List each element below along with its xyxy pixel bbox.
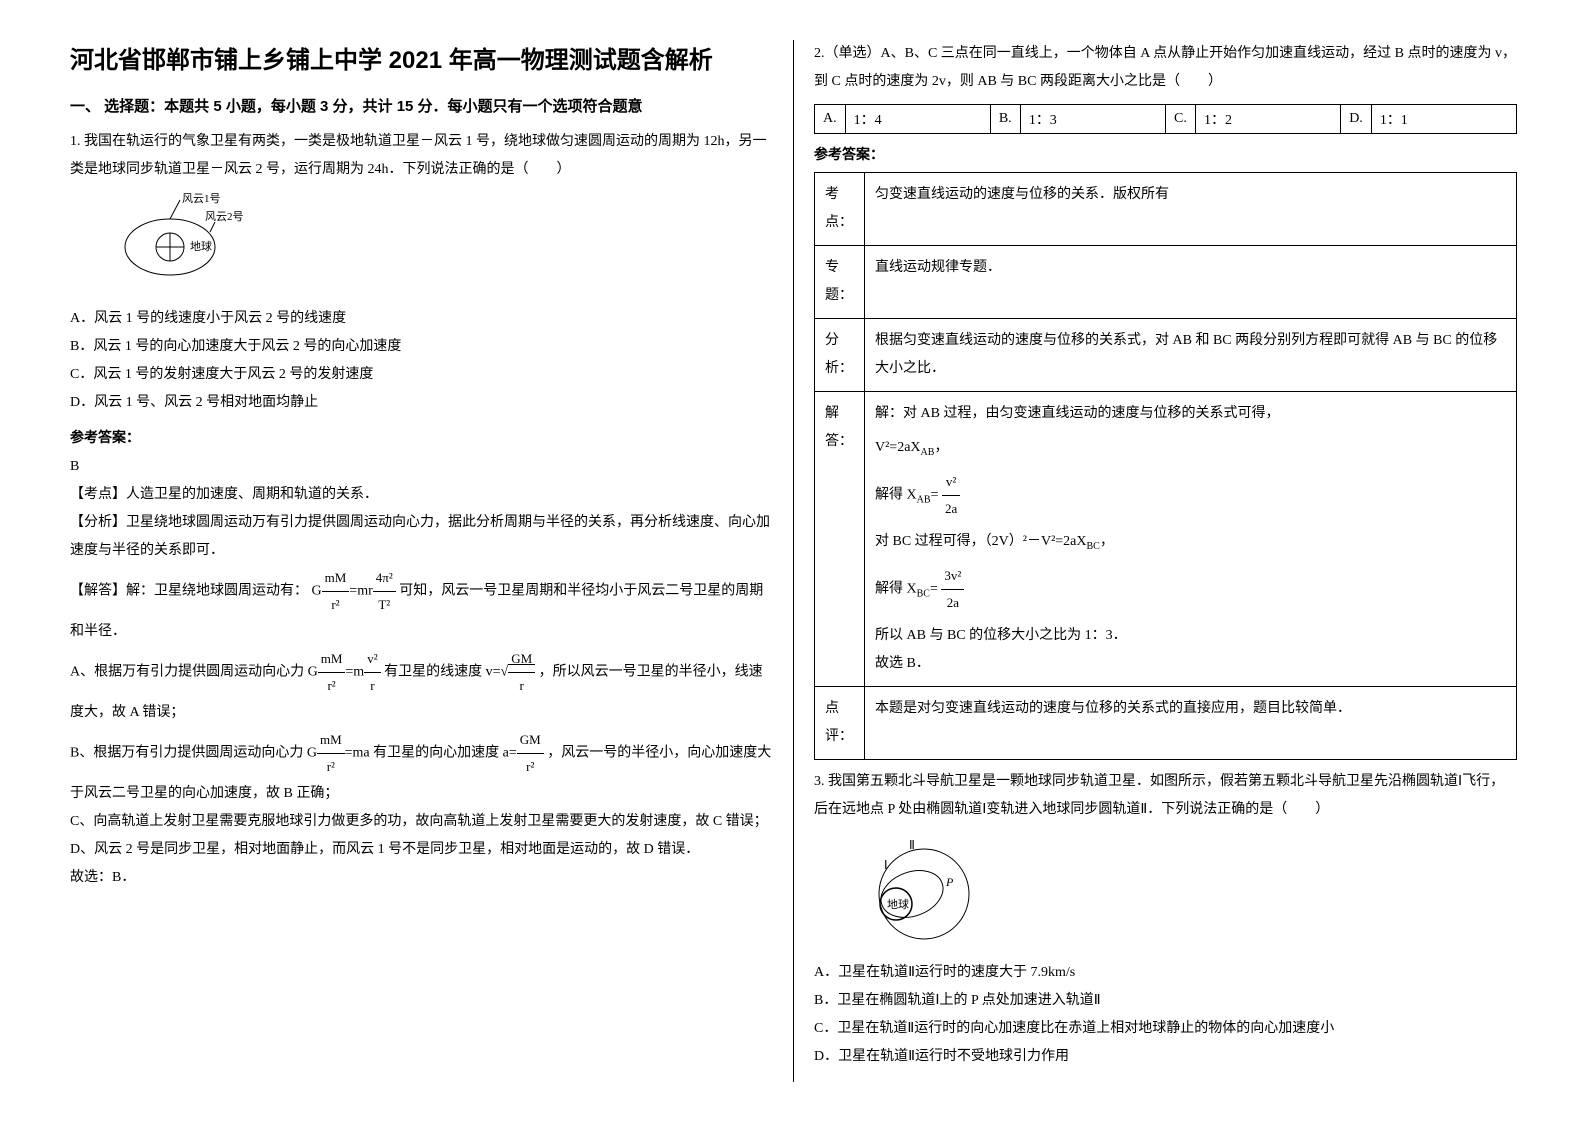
diagram1-label-fy2: 风云2号 xyxy=(205,210,244,223)
zt-text: 直线运动规律专题． xyxy=(865,246,1517,319)
q3-diagram: 地球 Ⅱ Ⅰ P xyxy=(854,834,994,944)
section-heading-1: 一、 选择题：本题共 5 小题，每小题 3 分，共计 15 分．每小题只有一个选… xyxy=(70,95,773,116)
q1-opt-c: C．风云 1 号的发射速度大于风云 2 号的发射速度 xyxy=(70,361,773,389)
right-column: 2.（单选）A、B、C 三点在同一直线上，一个物体自 A 点从静止开始作匀加速直… xyxy=(794,40,1537,1082)
jd-label: 解答： xyxy=(815,392,865,687)
q2-choice-a-text: 1：4 xyxy=(845,105,990,134)
q2-choice-b-label: B. xyxy=(990,105,1020,134)
kd-text: 匀变速直线运动的速度与位移的关系．版权所有 xyxy=(865,173,1517,246)
q3-text: 3. 我国第五颗北斗导航卫星是一颗地球同步轨道卫星．如图所示，假若第五颗北斗导航… xyxy=(814,768,1517,824)
q1-expl-a: A、根据万有引力提供圆周运动向心力 GmMr²=mv²r 有卫星的线速度 v=√… xyxy=(70,646,773,727)
fx-label: 分析： xyxy=(815,319,865,392)
q3-opt-b: B．卫星在椭圆轨道Ⅰ上的 P 点处加速进入轨道Ⅱ xyxy=(814,987,1517,1015)
q2-choice-d-text: 1：1 xyxy=(1371,105,1516,134)
fx-text: 根据匀变速直线运动的速度与位移的关系式，对 AB 和 BC 两段分别列方程即可就… xyxy=(865,319,1517,392)
q1-jieda-1: 【解答】解：卫星绕地球圆周运动有： GmMr²=mr4π²T² 可知，风云一号卫… xyxy=(70,565,773,646)
answer-label-1: 参考答案： xyxy=(70,427,773,447)
diagram2-label-I: Ⅰ xyxy=(884,858,888,872)
q1-answer: B xyxy=(70,453,773,481)
kd-label: 考点： xyxy=(815,173,865,246)
q2-choice-c-text: 1：2 xyxy=(1196,105,1341,134)
q1-diagram: 风云1号 风云2号 地球 xyxy=(110,192,260,292)
dp-label: 点评： xyxy=(815,686,865,759)
q3-opt-c: C．卫星在轨道Ⅱ运行时的向心加速度比在赤道上相对地球静止的物体的向心加速度小 xyxy=(814,1015,1517,1043)
answer-label-2: 参考答案： xyxy=(814,144,1517,164)
q1-opt-d: D．风云 1 号、风云 2 号相对地面均静止 xyxy=(70,389,773,417)
q2-text: 2.（单选）A、B、C 三点在同一直线上，一个物体自 A 点从静止开始作匀加速直… xyxy=(814,40,1517,96)
q2-choice-a-label: A. xyxy=(815,105,846,134)
q2-choice-d-label: D. xyxy=(1341,105,1372,134)
q2-choice-c-label: C. xyxy=(1166,105,1196,134)
diagram1-label-earth: 地球 xyxy=(190,239,212,253)
jd-content: 解：对 AB 过程，由匀变速直线运动的速度与位移的关系式可得， V²=2aXAB… xyxy=(865,392,1517,687)
q2-choice-b-text: 1：3 xyxy=(1020,105,1165,134)
q1-guxuan: 故选：B． xyxy=(70,864,773,892)
dp-text: 本题是对匀变速直线运动的速度与位移的关系式的直接应用，题目比较简单． xyxy=(865,686,1517,759)
zt-label: 专题： xyxy=(815,246,865,319)
q2-analysis-table: 考点： 匀变速直线运动的速度与位移的关系．版权所有 专题： 直线运动规律专题． … xyxy=(814,172,1517,760)
page-title: 河北省邯郸市铺上乡铺上中学 2021 年高一物理测试题含解析 xyxy=(70,40,773,75)
diagram2-label-P: P xyxy=(945,875,954,889)
q1-expl-c: C、向高轨道上发射卫星需要克服地球引力做更多的功，故向高轨道上发射卫星需要更大的… xyxy=(70,808,773,836)
q3-opt-a: A．卫星在轨道Ⅱ运行时的速度大于 7.9km/s xyxy=(814,959,1517,987)
q1-expl-d: D、风云 2 号是同步卫星，相对地面静止，而风云 1 号不是同步卫星，相对地面是… xyxy=(70,836,773,864)
q1-text: 1. 我国在轨运行的气象卫星有两类，一类是极地轨道卫星－风云 1 号，绕地球做匀… xyxy=(70,128,773,184)
q1-opt-b: B．风云 1 号的向心加速度大于风云 2 号的向心加速度 xyxy=(70,333,773,361)
q1-fenxi: 【分析】卫星绕地球圆周运动万有引力提供圆周运动向心力，据此分析周期与半径的关系，… xyxy=(70,509,773,565)
diagram2-earth-label: 地球 xyxy=(887,897,909,911)
diagram1-label-fy1: 风云1号 xyxy=(182,192,221,205)
left-column: 河北省邯郸市铺上乡铺上中学 2021 年高一物理测试题含解析 一、 选择题：本题… xyxy=(50,40,793,1082)
diagram2-label-II: Ⅱ xyxy=(909,838,915,852)
q1-kaodian: 【考点】人造卫星的加速度、周期和轨道的关系． xyxy=(70,481,773,509)
q3-opt-d: D．卫星在轨道Ⅱ运行时不受地球引力作用 xyxy=(814,1043,1517,1071)
q2-choice-table: A. 1：4 B. 1：3 C. 1：2 D. 1：1 xyxy=(814,104,1517,134)
q1-expl-b: B、根据万有引力提供圆周运动向心力 GmMr²=ma 有卫星的向心加速度 a=G… xyxy=(70,727,773,808)
q1-opt-a: A．风云 1 号的线速度小于风云 2 号的线速度 xyxy=(70,305,773,333)
